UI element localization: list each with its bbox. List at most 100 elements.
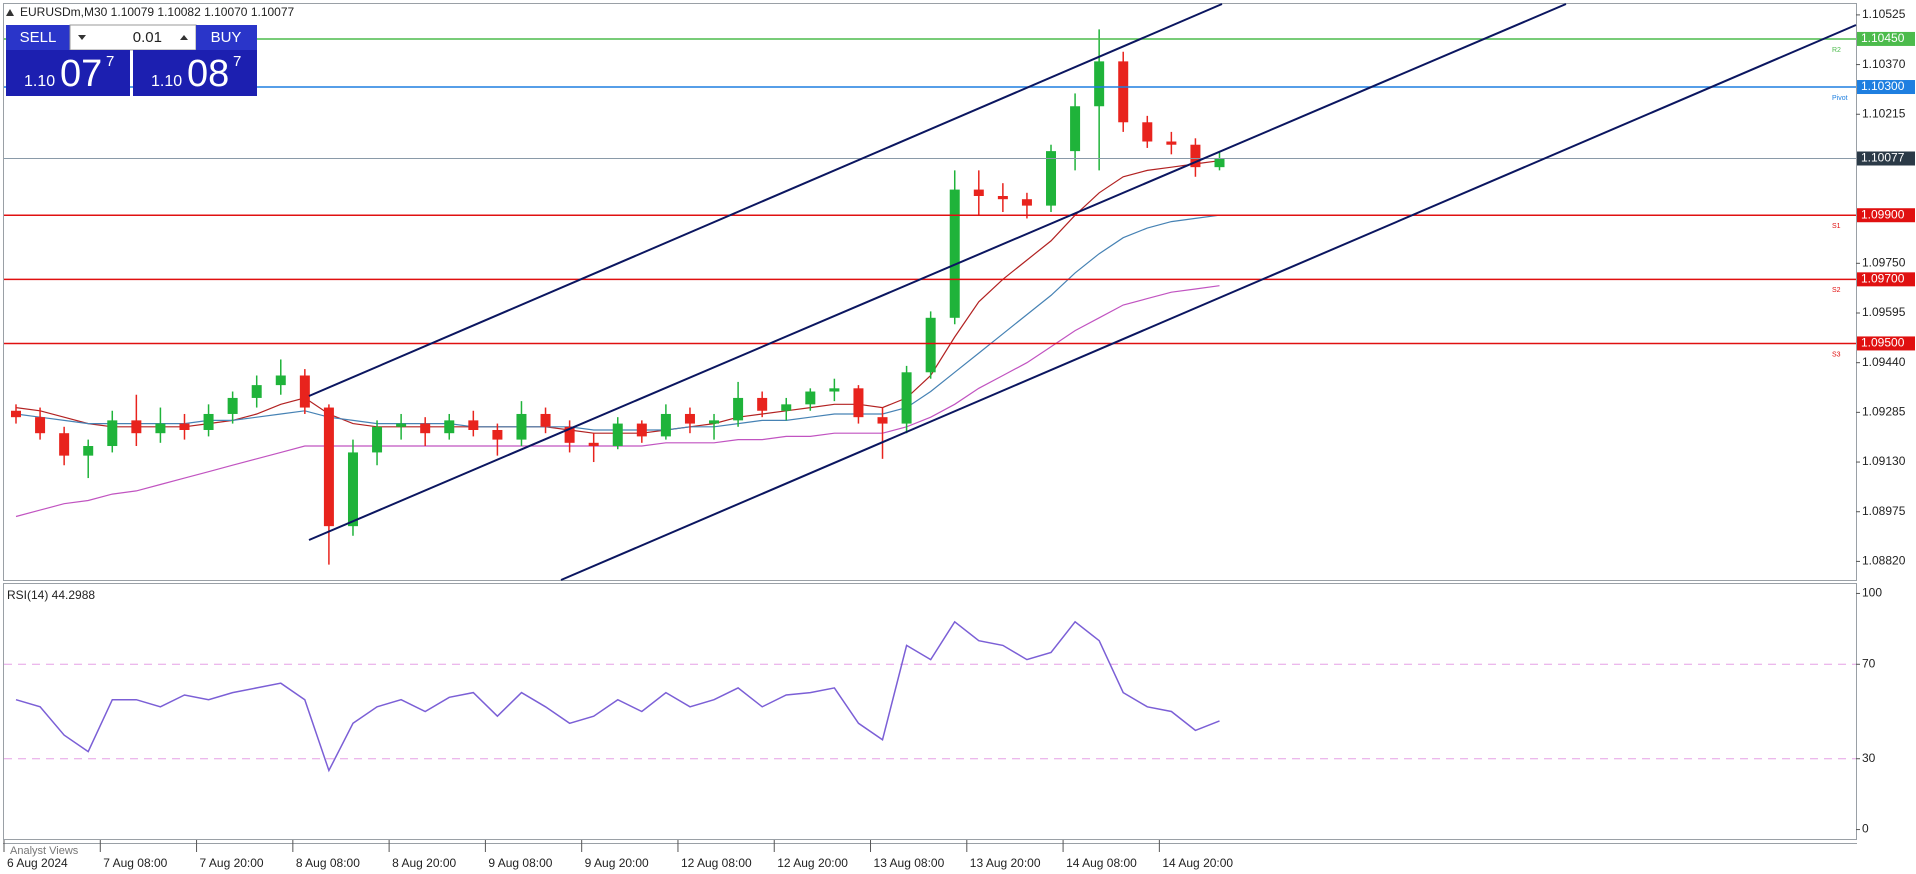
x-tick-label: 12 Aug 20:00	[777, 856, 848, 870]
moving-average	[15, 160, 1220, 434]
chart-title: EURUSDm,M30 1.10079 1.10082 1.10070 1.10…	[20, 5, 295, 19]
level-label: 1.09500	[1861, 336, 1905, 350]
candle-body	[35, 417, 46, 434]
candle-body	[492, 429, 503, 440]
candle-body	[1046, 151, 1057, 206]
x-tick-label: 9 Aug 08:00	[488, 856, 552, 870]
y-tick-label: 70	[1862, 656, 1876, 670]
x-tick-label: 12 Aug 08:00	[681, 856, 752, 870]
ask-main: 08	[187, 53, 229, 95]
y-tick-label: 1.10215	[1862, 106, 1906, 120]
candle-body	[588, 442, 599, 447]
y-tick-label: 1.09285	[1862, 405, 1906, 419]
rsi-panel	[3, 583, 1857, 840]
bid-big: 1.10	[24, 73, 55, 90]
y-tick-label: 1.09750	[1862, 255, 1906, 269]
ask-box[interactable]	[133, 50, 257, 96]
candle-body	[372, 426, 383, 453]
candle-body	[925, 317, 936, 373]
candle-body	[107, 420, 118, 447]
last-price-label: 1.10077	[1861, 151, 1905, 165]
level-tag	[1857, 272, 1915, 287]
candle-body	[757, 397, 768, 411]
collapse-icon[interactable]	[6, 9, 14, 16]
candle-body	[829, 388, 840, 392]
buy-button[interactable]	[196, 25, 257, 50]
candle-body	[1142, 122, 1153, 142]
lot-down[interactable]	[78, 35, 86, 40]
level-name: S3	[1832, 351, 1841, 358]
candle-body	[564, 426, 575, 443]
candle-body	[949, 189, 960, 318]
x-tick-label: 8 Aug 20:00	[392, 856, 456, 870]
candle-body	[131, 420, 142, 434]
candle-body	[323, 407, 334, 527]
candle-body	[1070, 106, 1081, 152]
sell-button[interactable]	[6, 25, 70, 50]
ask-sup: 7	[233, 53, 241, 70]
candle-body	[684, 413, 695, 424]
candle-body	[733, 397, 744, 421]
level-name: S1	[1832, 223, 1841, 230]
bid-box[interactable]	[6, 50, 130, 96]
x-tick-label: 13 Aug 20:00	[970, 856, 1041, 870]
x-tick-label: 7 Aug 20:00	[200, 856, 264, 870]
bid-sup: 7	[106, 53, 114, 70]
trade-panel: SELL 0.01 BUY 1.10 07 7 1.10 08 7	[6, 24, 257, 96]
analyst-views-tab[interactable]: Analyst Views	[10, 845, 79, 857]
y-tick-label: 1.08975	[1862, 504, 1906, 518]
y-tick-label: 1.09130	[1862, 454, 1906, 468]
level-tag	[1857, 336, 1915, 351]
level-label: 1.10450	[1861, 31, 1905, 45]
candle-body	[877, 417, 888, 424]
candle-body	[444, 420, 455, 434]
channel-line	[560, 24, 1857, 581]
last-price-tag	[1857, 151, 1915, 166]
candle-body	[636, 423, 647, 437]
level-tag	[1857, 80, 1915, 95]
candle-body	[997, 196, 1008, 200]
x-tick-label: 14 Aug 08:00	[1066, 856, 1137, 870]
channel-line	[308, 3, 1567, 541]
bid-main: 07	[60, 53, 102, 95]
candle-body	[1190, 144, 1201, 168]
candle-body	[1118, 61, 1129, 123]
candle-body	[179, 423, 190, 430]
candle-body	[973, 189, 984, 196]
candle-body	[468, 420, 479, 430]
level-label: 1.09700	[1861, 272, 1905, 286]
moving-average	[15, 285, 1220, 518]
candle-body	[1166, 141, 1177, 145]
candle-body	[1021, 199, 1032, 206]
x-tick-label: 14 Aug 20:00	[1162, 856, 1233, 870]
channel-line	[308, 3, 1223, 397]
candle-body	[516, 413, 527, 440]
candle-body	[540, 413, 551, 427]
level-tag	[1857, 208, 1915, 223]
candle-body	[1094, 61, 1105, 107]
y-tick-label: 1.09440	[1862, 355, 1906, 369]
x-tick-label: 8 Aug 08:00	[296, 856, 360, 870]
level-name: Pivot	[1832, 95, 1848, 102]
candle-body	[83, 446, 94, 456]
candle-body	[11, 410, 21, 418]
candle-body	[612, 423, 623, 447]
level-name: R2	[1832, 47, 1841, 54]
candle-body	[901, 372, 912, 424]
candle-body	[396, 423, 407, 427]
price-plot: 1.10525 1.10370 1.10215 1.09750 1.09595 1.094…	[3, 7, 1915, 870]
candle-body	[1214, 158, 1225, 168]
sell-label: SELL	[20, 29, 57, 46]
candle-body	[227, 397, 238, 414]
y-tick-label: 1.10370	[1862, 57, 1906, 71]
rsi-title: RSI(14) 44.2988	[7, 588, 95, 602]
candle-body	[299, 375, 310, 408]
y-tick-label: 100	[1862, 586, 1882, 600]
candle-body	[709, 420, 720, 424]
lot-box[interactable]	[69, 24, 197, 51]
y-tick-label: 30	[1862, 751, 1876, 765]
lot-up[interactable]	[180, 35, 188, 40]
candle-body	[251, 385, 262, 398]
rsi-line	[15, 620, 1220, 773]
